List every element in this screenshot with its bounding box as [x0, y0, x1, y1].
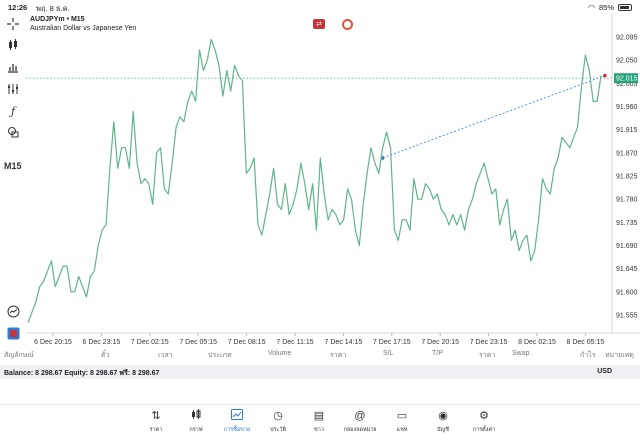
tab-mailbox[interactable]: @ กล่องจดหมาย — [340, 409, 380, 434]
col-time: เวลา — [158, 352, 173, 359]
status-time: 12:26 — [8, 3, 28, 12]
bars-icon[interactable] — [5, 59, 21, 75]
candles-icon[interactable] — [5, 37, 21, 53]
battery-icon — [618, 4, 632, 11]
tab-trade[interactable]: การซื้อขาย — [217, 409, 257, 434]
tab-chart-label: กราฟ — [189, 427, 203, 433]
news-icon: ▤ — [313, 410, 325, 422]
trendline — [382, 75, 606, 159]
chart-icon — [176, 409, 216, 423]
time-tick-label: 7 Dec 11:15 — [276, 339, 313, 346]
price-tick-label: 91.780 — [616, 197, 638, 204]
tab-news[interactable]: ▤ ข่าว — [299, 409, 339, 434]
chart-header: AUDJPYm • M15 Australian Dollar vs Japan… — [30, 15, 136, 33]
price-tick-label: 92.050 — [616, 58, 638, 65]
price-tick-label: 91.870 — [616, 150, 638, 157]
price-tick-label: 92.005 — [616, 81, 638, 88]
time-tick-label: 7 Dec 05:15 — [179, 339, 217, 346]
function-icon[interactable]: ƒ — [10, 104, 16, 118]
col-sl: S/L — [383, 350, 394, 357]
battery-percent: 85% — [598, 3, 614, 12]
time-tick-label: 7 Dec 02:15 — [131, 339, 169, 346]
tab-chart[interactable]: กราฟ — [176, 409, 216, 434]
indicators-icon[interactable] — [5, 81, 21, 97]
status-bar: 12:26 พฤ. 8 ธ.ค. ◠ 85% — [0, 0, 640, 14]
col-comment: หมายเหตุ — [605, 352, 634, 359]
col-tp: T/P — [432, 350, 443, 357]
tab-quotes-label: ราคา — [149, 427, 163, 433]
price-tick-label: 91.690 — [616, 243, 638, 250]
mailbox-icon: @ — [354, 410, 366, 422]
tab-quotes[interactable]: ⇅ ราคา — [136, 409, 176, 434]
chat-icon: ▭ — [396, 410, 408, 422]
time-tick-label: 7 Dec 23:15 — [470, 339, 508, 346]
status-date: พฤ. 8 ธ.ค. — [36, 4, 70, 13]
tab-history-label: ประวัติ — [269, 427, 287, 433]
price-tick-label: 92.095 — [616, 35, 638, 42]
crosshair-icon[interactable] — [5, 16, 21, 32]
chart-header-buttons: ⇄ — [313, 19, 353, 30]
symbol-title: AUDJPYm • M15 — [30, 16, 85, 23]
tab-chat[interactable]: ▭ แชท — [382, 409, 422, 434]
tab-trade-label: การซื้อขาย — [223, 427, 251, 433]
tab-mailbox-label: กล่องจดหมาย — [343, 427, 377, 433]
price-series-line — [27, 38, 602, 323]
price-tick-label: 91.960 — [616, 104, 638, 111]
price-tick-label: 91.915 — [616, 127, 638, 134]
timeframe-label[interactable]: M15 — [4, 161, 22, 171]
trade-icon — [217, 409, 257, 423]
account-currency: USD — [597, 368, 612, 375]
time-tick-label: 6 Dec 20:15 — [34, 339, 72, 346]
price-tick-label: 91.600 — [616, 289, 638, 296]
history-icon: ◷ — [273, 410, 283, 422]
time-tick-label: 7 Dec 20:15 — [421, 339, 459, 346]
one-click-trading-icon[interactable] — [5, 325, 21, 341]
chart-toolbar: ƒ M15 — [0, 14, 26, 344]
tab-news-label: ข่าว — [314, 427, 324, 433]
balance-row: Balance: 8 298.67 Equity: 8 298.67 ฟรี: … — [0, 365, 640, 379]
settings-icon: ⚙ — [479, 410, 489, 422]
col-ticket: ตั๋ว — [101, 352, 110, 359]
current-price-label: 92.015 — [616, 76, 638, 83]
balance-summary: Balance: 8 298.67 Equity: 8 298.67 ฟรี: … — [4, 370, 160, 377]
time-tick-label: 8 Dec 02:15 — [518, 339, 556, 346]
col-price-current: ราคา — [479, 352, 496, 359]
symbol-description: Australian Dollar vs Japanese Yen — [30, 25, 137, 32]
tab-account[interactable]: ◉ บัญชี — [423, 409, 463, 434]
trendline-end-point — [603, 73, 607, 78]
tab-history[interactable]: ◷ ประวัติ — [258, 409, 298, 434]
account-icon: ◉ — [438, 410, 448, 422]
price-tick-label: 91.825 — [616, 174, 638, 181]
time-tick-label: 7 Dec 17:15 — [373, 339, 411, 346]
quotes-icon: ⇅ — [151, 410, 161, 422]
tab-chat-label: แชท — [396, 427, 408, 433]
col-type: ประเภท — [208, 352, 232, 359]
price-tick-label: 91.555 — [616, 313, 638, 320]
col-profit: กำไร — [580, 352, 596, 359]
col-price: ราคา — [330, 352, 347, 359]
status-indicators: ◠ 85% — [588, 3, 632, 12]
tab-account-label: บัญชี — [437, 427, 449, 433]
zoom-icon[interactable] — [5, 303, 21, 319]
trade-panel-icon[interactable]: ⇄ — [313, 19, 325, 29]
tab-settings[interactable]: ⚙ การตั้งค่า — [464, 409, 504, 434]
time-tick-label: 7 Dec 14:15 — [325, 339, 363, 346]
col-symbol: สัญลักษณ์ — [4, 352, 34, 359]
current-price-tag — [614, 73, 638, 84]
bottom-tab-bar: ⇅ ราคา กราฟ การซื้อขาย ◷ ประวัติ ▤ ข่าว … — [0, 404, 640, 447]
trade-columns: สัญลักษณ์ ตั๋ว เวลา ประเภท Volume ราคา S… — [0, 350, 640, 362]
time-tick-label: 6 Dec 23:15 — [83, 339, 121, 346]
indicator-toggle-icon[interactable] — [342, 19, 353, 30]
price-tick-label: 91.735 — [616, 220, 638, 227]
tab-settings-label: การตั้งค่า — [472, 427, 496, 433]
price-chart[interactable]: 92.095 92.050 92.005 91.960 91.915 91.870 91.8… — [0, 0, 640, 350]
wifi-icon: ◠ — [588, 3, 595, 12]
time-tick-label: 7 Dec 08:15 — [228, 339, 266, 346]
col-swap: Swap — [512, 350, 530, 357]
col-volume: Volume — [268, 350, 292, 357]
price-tick-label: 91.645 — [616, 266, 638, 273]
time-tick-label: 8 Dec 05:15 — [567, 339, 605, 346]
objects-icon[interactable] — [5, 124, 21, 140]
